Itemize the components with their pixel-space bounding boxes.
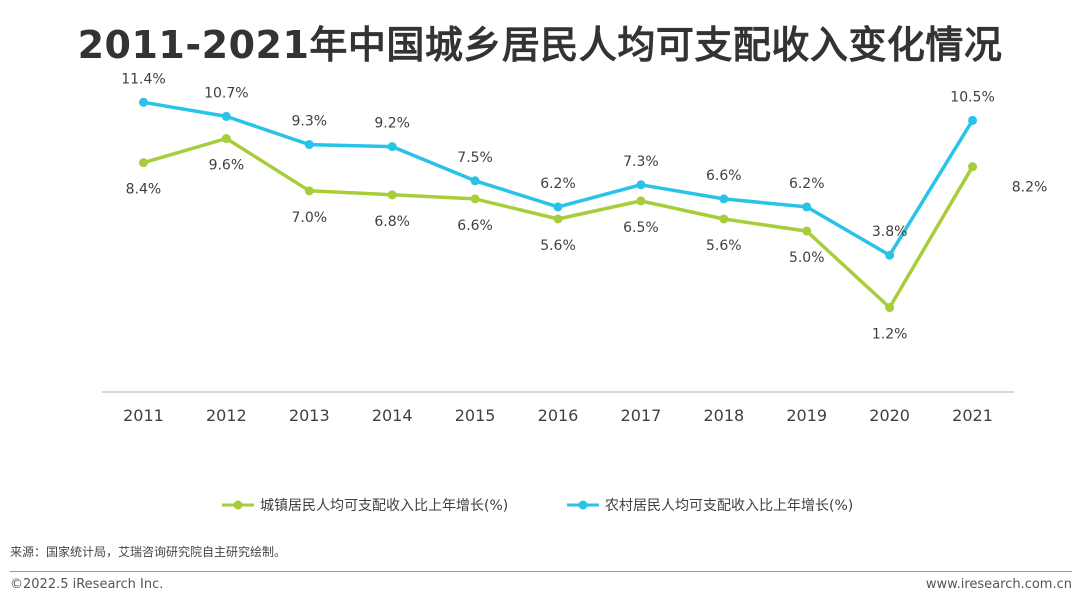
data-point <box>636 180 646 190</box>
data-label: 6.2% <box>789 176 825 192</box>
website-link[interactable]: www.iresearch.com.cn <box>925 577 1072 592</box>
data-point <box>387 142 397 152</box>
x-tick-label: 2017 <box>621 406 662 425</box>
data-label: 8.2% <box>1012 180 1048 196</box>
x-tick-label: 2019 <box>786 406 827 425</box>
x-tick-label: 2018 <box>703 406 744 425</box>
data-label: 1.2% <box>872 327 908 343</box>
data-point <box>138 158 148 168</box>
data-point <box>304 186 314 196</box>
data-point <box>636 196 646 206</box>
x-tick-label: 2016 <box>538 406 579 425</box>
data-point <box>470 194 480 204</box>
data-point <box>221 111 231 121</box>
footer-divider <box>10 571 1072 572</box>
legend-marker <box>578 500 588 510</box>
data-point <box>304 140 314 150</box>
legend-label: 农村居民人均可支配收入比上年增长(%) <box>605 498 853 514</box>
data-point <box>470 176 480 186</box>
copyright-text: ©2022.5 iResearch Inc. <box>10 577 164 592</box>
data-label: 9.2% <box>374 116 410 132</box>
data-label: 7.0% <box>291 210 327 226</box>
x-tick-label: 2015 <box>455 406 496 425</box>
data-label: 7.5% <box>457 150 493 166</box>
data-label: 9.6% <box>209 158 245 174</box>
legend-marker <box>233 500 243 510</box>
x-tick-label: 2020 <box>869 406 910 425</box>
data-label: 6.6% <box>457 218 493 234</box>
data-point <box>968 115 978 125</box>
x-tick-label: 2021 <box>952 406 993 425</box>
data-point <box>802 202 812 212</box>
data-point <box>885 250 895 260</box>
data-label: 8.4% <box>126 182 162 198</box>
data-point <box>553 214 563 224</box>
data-point <box>719 194 729 204</box>
x-tick-label: 2014 <box>372 406 413 425</box>
data-label: 10.5% <box>950 89 994 105</box>
legend-label: 城镇居民人均可支配收入比上年增长(%) <box>260 498 508 514</box>
data-label: 6.5% <box>623 220 659 236</box>
data-label: 3.8% <box>872 224 908 240</box>
data-point <box>968 162 978 172</box>
data-point <box>885 303 895 313</box>
data-label: 10.7% <box>204 85 248 101</box>
data-point <box>553 202 563 212</box>
data-label: 7.3% <box>623 154 659 170</box>
data-label: 5.6% <box>706 238 742 254</box>
data-label: 9.3% <box>291 114 327 130</box>
line-chart: 2011 2012 2013 2014 2015 2016 2017 2018 2019 2020… <box>102 71 1048 514</box>
data-point <box>802 226 812 236</box>
data-label: 5.0% <box>789 250 825 266</box>
data-label: 6.8% <box>374 214 410 230</box>
x-tick-label: 2011 <box>123 406 164 425</box>
data-point <box>719 214 729 224</box>
data-label: 11.4% <box>121 71 165 87</box>
data-point <box>387 190 397 200</box>
source-note: 来源：国家统计局，艾瑞咨询研究院自主研究绘制。 <box>10 545 287 559</box>
data-label: 6.2% <box>540 176 576 192</box>
x-tick-label: 2012 <box>206 406 247 425</box>
data-point <box>221 134 231 144</box>
page-title: 2011-2021年中国城乡居民人均可支配收入变化情况 <box>77 23 1003 67</box>
data-label: 6.6% <box>706 168 742 184</box>
data-label: 5.6% <box>540 238 576 254</box>
data-point <box>138 97 148 107</box>
x-tick-label: 2013 <box>289 406 330 425</box>
